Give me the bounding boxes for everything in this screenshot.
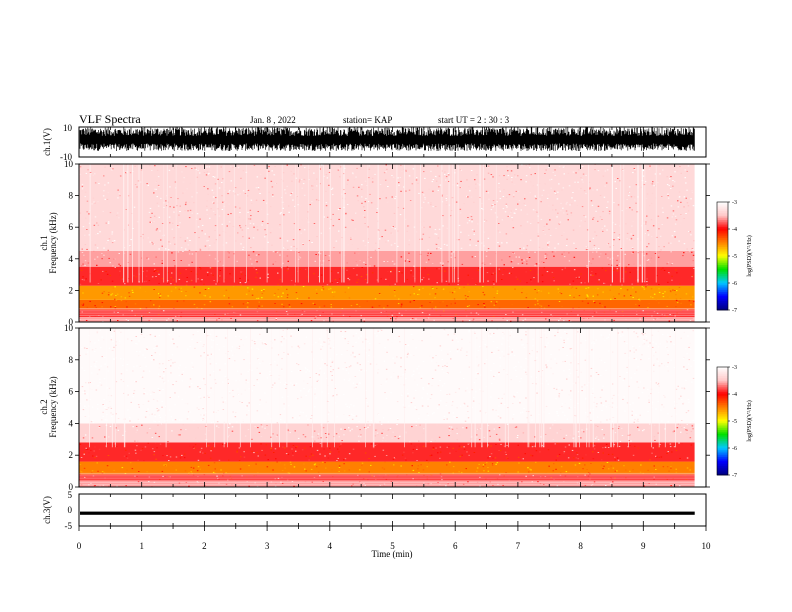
spectrogram-band	[79, 309, 695, 318]
time-tick-label: 3	[265, 541, 270, 551]
time-axis-label: Time (min)	[372, 549, 413, 559]
spectrogram-band	[79, 480, 695, 487]
colorbar-tick-label: -6	[732, 281, 737, 287]
time-tick-label: 5	[390, 541, 395, 551]
ch1-ytick-top: 10	[63, 123, 73, 133]
ch2-spectrogram-ylabel: Frequency (kHz)	[48, 376, 58, 437]
frequency-tick-label: 4	[69, 418, 74, 428]
ch1-ytick-bottom: -10	[60, 152, 72, 162]
frequency-tick-label: 2	[69, 450, 74, 460]
ch3-waveform-line	[80, 511, 695, 515]
frequency-tick-label: 10	[64, 159, 74, 169]
time-tick-label: 7	[516, 541, 521, 551]
colorbar-tick-label: -3	[732, 200, 737, 206]
colorbar-tick-label: -3	[732, 365, 737, 371]
spectrogram-band	[79, 164, 695, 251]
ch3-ytick-mid: 0	[68, 505, 73, 515]
colorbar-tick-label: -4	[732, 227, 737, 233]
colorbar-label: log(PSD)(V²/Hz)	[746, 400, 753, 441]
station-label: station= KAP	[343, 115, 392, 125]
figure-title: VLF Spectra	[79, 112, 141, 126]
ch2-spectrogram-heatmap	[79, 328, 706, 487]
time-tick-label: 4	[328, 541, 333, 551]
ch3-trace	[80, 511, 695, 515]
time-tick-label: 10	[702, 541, 712, 551]
frequency-tick-label: 0	[69, 482, 74, 492]
time-tick-label: 6	[453, 541, 458, 551]
frequency-tick-label: 8	[69, 191, 74, 201]
date-label: Jan. 8 , 2022	[250, 115, 296, 125]
colorbar-tick-label: -5	[732, 254, 737, 260]
ch3-ytick-top: 5	[68, 490, 73, 500]
ch2-colorbar: -3 -4 -5 -6 -7 log(PSD)(V²/Hz)	[716, 365, 753, 479]
ch2-spectrogram-panel: 0 2 4 6 8 10 ch.2 Frequency (kHz)	[39, 323, 710, 492]
ch2-spectrogram-ylabel-channel: ch.2	[39, 399, 49, 414]
ch1-spectrogram-panel: 0 2 4 6 8 10 ch.1 Frequency (kHz)	[39, 159, 710, 327]
spectrogram-band	[79, 250, 695, 267]
time-tick-label: 0	[77, 541, 82, 551]
spectrogram-speckle	[79, 164, 695, 322]
spectrogram-band	[79, 328, 695, 424]
frequency-tick-label: 6	[69, 387, 74, 397]
time-axis: 0 1 2 3 4 5 6 7 8 9 10	[77, 127, 711, 551]
ch1-spectrogram-heatmap	[79, 164, 706, 322]
colorbar-tick-label: -7	[732, 473, 737, 479]
ch1-trace	[79, 127, 695, 151]
time-tick-label: 1	[139, 541, 144, 551]
time-tick-label: 8	[578, 541, 583, 551]
time-tick-label: 9	[641, 541, 646, 551]
ch1-waveform-line	[79, 127, 695, 151]
spectrogram-band	[79, 474, 695, 481]
spectrogram-band	[79, 285, 695, 300]
colorbar-tick-label: -6	[732, 446, 737, 452]
frequency-tick-label: 2	[69, 285, 74, 295]
ch3-ytick-bottom: -5	[65, 521, 73, 531]
spectrogram-band	[79, 442, 695, 462]
ch3-waveform-ylabel: ch.3(V)	[42, 496, 52, 524]
frequency-tick-label: 8	[69, 355, 74, 365]
ch1-spectrogram-ylabel: Frequency (kHz)	[48, 212, 58, 273]
start-ut-label: start UT = 2 : 30 : 3	[438, 115, 510, 125]
colorbar-label: log(PSD)(V²/Hz)	[746, 235, 753, 276]
spectrogram-band	[79, 266, 695, 286]
spectrogram-band	[79, 461, 695, 475]
ch1-colorbar: -3 -4 -5 -6 -7 log(PSD)(V²/Hz)	[716, 200, 753, 314]
frequency-tick-label: 6	[69, 222, 74, 232]
spectrogram-band	[79, 299, 695, 310]
frequency-tick-label: 0	[69, 317, 74, 327]
spectrogram-band	[79, 423, 695, 443]
spectrogram-speckle	[79, 328, 695, 487]
colorbar-tick-label: -7	[732, 308, 737, 314]
ch1-spectrogram-ylabel-channel: ch.1	[39, 235, 49, 250]
colorbar-tick-label: -5	[732, 419, 737, 425]
time-tick-label: 2	[202, 541, 207, 551]
colorbar-tick-label: -4	[732, 392, 737, 398]
ch1-waveform-ylabel: ch.1(V)	[42, 128, 52, 156]
frequency-tick-label: 4	[69, 254, 74, 264]
frequency-tick-label: 10	[64, 323, 74, 333]
